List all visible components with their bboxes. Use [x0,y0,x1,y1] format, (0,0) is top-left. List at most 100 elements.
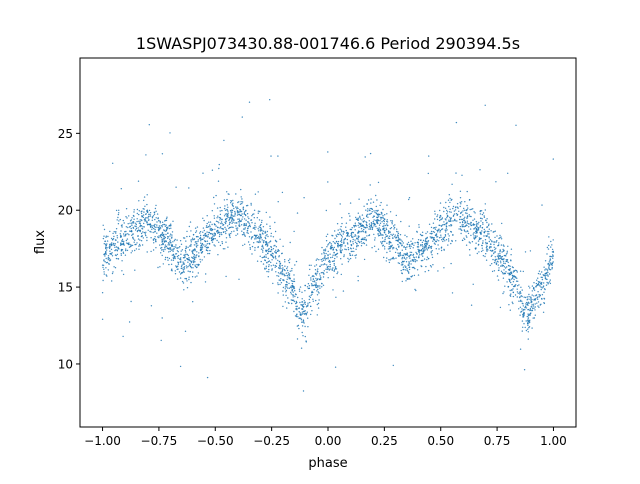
data-point [139,230,141,233]
data-point [105,257,107,260]
data-point [122,219,125,222]
data-point [500,256,502,258]
data-point [213,223,216,225]
data-point [129,230,131,232]
data-point [115,249,117,251]
data-point [365,221,367,223]
data-point [421,234,424,237]
data-point [413,274,416,277]
data-point [488,240,490,243]
data-point [241,201,244,203]
data-point [405,280,407,282]
data-point [408,264,410,267]
data-point [352,232,355,234]
data-point [547,248,550,250]
data-point [200,238,203,240]
data-point [289,258,291,260]
data-point [439,209,441,212]
data-point [440,249,443,252]
data-point [365,238,367,241]
data-point [169,248,171,250]
data-point [137,180,140,182]
data-point [111,252,113,254]
data-point [531,290,533,292]
data-point [486,245,488,248]
data-point [286,269,289,272]
data-point [368,220,370,222]
data-point [150,305,153,307]
data-point [281,270,284,272]
data-point [430,233,433,235]
data-point [459,221,461,224]
data-point [130,230,133,232]
data-point [333,260,336,262]
data-point [164,248,166,251]
data-point [373,210,375,212]
x-tick-label: −0.25 [253,434,290,448]
data-point [176,268,178,271]
data-point [437,244,439,246]
data-point [246,213,249,215]
data-point [420,245,422,247]
data-point [526,299,528,301]
data-point [333,252,335,254]
data-point [544,272,547,275]
data-point [126,249,129,252]
data-point [252,227,254,229]
data-point [113,266,115,268]
data-point [531,310,533,312]
data-point [488,223,490,225]
data-point [106,243,108,245]
data-point [444,235,447,237]
data-point [405,253,407,255]
data-point [120,236,123,238]
data-point [534,306,536,308]
data-point [314,272,317,274]
data-point [227,225,229,227]
data-point [285,291,287,293]
data-point [490,246,492,248]
data-point [501,255,504,258]
data-point [275,262,278,264]
data-point [424,239,427,241]
data-point [548,261,550,263]
data-point [369,207,371,210]
data-point [227,193,229,195]
data-point [403,268,405,271]
data-point [305,314,307,316]
data-point [169,238,171,240]
data-point [505,260,507,263]
data-point [327,181,329,183]
data-point [448,211,451,213]
data-point [401,272,403,275]
data-point [194,276,196,278]
data-point [187,265,189,268]
data-point [344,238,346,241]
data-point [146,239,148,242]
data-point [254,222,256,224]
data-point [291,285,294,287]
data-point [290,285,293,287]
data-point [157,236,159,238]
data-point [466,220,469,222]
data-point [310,294,312,297]
data-point [479,217,482,219]
data-point [282,286,285,289]
data-point [380,211,382,214]
data-point [315,274,318,276]
data-point [410,251,413,254]
data-point [502,292,504,295]
data-point [301,321,303,323]
data-point [391,223,393,225]
data-point [214,238,216,240]
data-point [506,260,508,262]
data-point [191,239,193,241]
data-point [266,230,269,233]
data-point [159,244,161,246]
data-point [169,250,171,253]
data-point [277,259,279,262]
data-point [509,265,511,267]
data-point [101,318,104,320]
data-point [359,218,362,220]
data-point [498,242,500,244]
